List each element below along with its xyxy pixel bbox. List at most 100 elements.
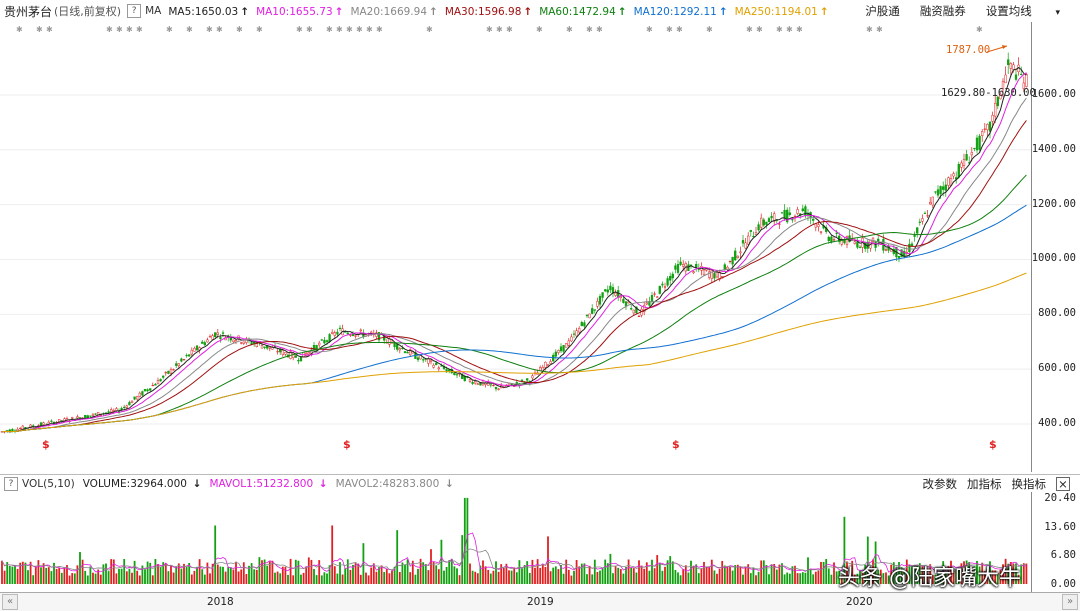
candle-body [806, 213, 810, 215]
scroll-left-icon[interactable]: « [2, 594, 18, 610]
candle-body [297, 359, 300, 362]
help-icon[interactable]: ? [127, 4, 142, 18]
candle-body [39, 422, 43, 426]
candle-body [315, 345, 318, 351]
price-chart[interactable]: ✱ ✱ ✱ ✱ ✱ ✱ ✱ ✱ ✱ ✱ ✱ ✱ ✱ ✱ ✱ ✱ ✱ ✱ ✱ ✱ ✱ ✱ ✱ ✱ ✱ ✱ ✱ ✱ ✱ ✱ ✱ ✱ ✱ ✱ ✱ ✱ ✱ ✱ ✱ ✱… [0, 22, 1032, 472]
candle-body [796, 209, 799, 214]
info-marker-icon: ✱ [596, 25, 603, 34]
volume-bar [651, 559, 653, 584]
volume-bar [848, 575, 851, 584]
volume-bar [664, 566, 666, 584]
volume-tick-label: 13.60 [1044, 520, 1076, 533]
info-marker-icon: ✱ [186, 25, 193, 34]
help-icon[interactable]: ? [4, 476, 18, 491]
volume-bar [700, 568, 703, 584]
candle-body [427, 358, 430, 364]
volume-tick-label: 0.00 [1050, 578, 1076, 590]
candle-body [1004, 74, 1007, 84]
time-axis[interactable]: « 2018 2019 2020 » [0, 592, 1080, 611]
volume-bar [526, 561, 529, 584]
info-marker-icon: ✱ [346, 25, 353, 34]
hk-connect-link[interactable]: 沪股通 [865, 4, 900, 18]
volume-bar [422, 562, 425, 584]
dividend-marker[interactable]: $ [989, 438, 997, 451]
candle-body [130, 400, 134, 404]
volume-bar [895, 566, 898, 584]
volume-bar [833, 562, 835, 584]
info-marker-icon: ✱ [796, 25, 803, 34]
candle-body [440, 365, 443, 367]
candle-body [520, 379, 524, 381]
volume-bar [679, 575, 682, 584]
volume-bar [497, 571, 500, 584]
volume-chart[interactable] [0, 492, 1032, 592]
volume-bar [752, 567, 755, 584]
candle-body [1025, 74, 1028, 87]
volume-bar [757, 571, 760, 584]
info-marker-icon: ✱ [426, 25, 433, 34]
dividend-marker[interactable]: $ [672, 438, 680, 451]
volume-bar [71, 573, 74, 584]
volume-bar [1015, 563, 1017, 584]
volume-bar [471, 570, 474, 584]
dividend-marker[interactable]: $ [42, 438, 50, 451]
volume-bar [84, 570, 87, 584]
candle-body [409, 349, 412, 356]
volume-bar [294, 559, 297, 584]
volume-bar [253, 569, 256, 584]
volume-bar [926, 573, 929, 584]
candle-body [572, 333, 576, 335]
volume-bar [227, 566, 230, 584]
volume-bar [131, 572, 133, 584]
candle-body [957, 163, 960, 178]
set-ma-link[interactable]: 设置均线 ▾ [986, 3, 1060, 19]
candlestick-chart[interactable]: ✱ ✱ ✱ ✱ ✱ ✱ ✱ ✱ ✱ ✱ ✱ ✱ ✱ ✱ ✱ ✱ ✱ ✱ ✱ ✱ ✱ ✱ ✱ ✱ ✱ ✱ ✱ ✱ ✱ ✱ ✱ ✱ ✱ ✱ ✱ ✱ ✱ ✱ ✱ ✱… [0, 22, 1031, 472]
candle-body [221, 332, 225, 334]
volume-bar [596, 571, 599, 584]
change-params-button[interactable]: 改参数 [922, 477, 958, 491]
candle-body [1009, 63, 1012, 69]
volume-bar [973, 566, 976, 584]
volume-bar [695, 564, 698, 584]
candle-body [710, 269, 713, 279]
high-price-annotation: 1787.00 [946, 44, 991, 56]
candle-body [333, 332, 336, 336]
info-marker-icon: ✱ [666, 25, 673, 34]
volume-bar [118, 568, 120, 584]
volume-indicator-name[interactable]: VOL(5,10) [22, 477, 75, 490]
chart-mode[interactable]: (日线,前复权) [54, 5, 122, 18]
candle-body [923, 212, 927, 214]
volume-bars[interactable] [0, 492, 1031, 592]
info-marker-icon: ✱ [706, 25, 713, 34]
volume-bar [788, 573, 791, 584]
margin-trading-link[interactable]: 融资融券 [919, 4, 966, 18]
volume-bar [32, 575, 35, 584]
candle-body [793, 215, 797, 217]
volume-bar [474, 571, 477, 584]
candle-body [999, 93, 1002, 100]
candle-body [702, 269, 706, 276]
stock-name[interactable]: 贵州茅台 [4, 4, 53, 19]
volume-bar [167, 571, 170, 584]
dividend-marker[interactable]: $ [343, 438, 351, 451]
candle-body [185, 355, 188, 357]
switch-indicator-button[interactable]: 换指标 [1011, 477, 1047, 491]
volume-bar [489, 573, 492, 584]
volume-bar [648, 570, 651, 584]
volume-bar [495, 561, 497, 584]
volume-bar [801, 572, 804, 584]
volume-bar [991, 570, 994, 584]
set-ma-label: 设置均线 [985, 4, 1032, 18]
volume-bar [214, 525, 217, 584]
volume-bar [333, 566, 336, 584]
add-indicator-button[interactable]: 加指标 [967, 477, 1002, 491]
volume-bar [666, 560, 669, 584]
candle-body [268, 347, 271, 349]
candle-body [630, 308, 633, 310]
volume-bar [552, 567, 555, 584]
volume-bar [250, 563, 253, 584]
scroll-right-icon[interactable]: » [1062, 594, 1078, 610]
volume-bar [492, 570, 495, 584]
volume-bar [963, 561, 965, 584]
close-icon[interactable]: × [1056, 477, 1070, 491]
